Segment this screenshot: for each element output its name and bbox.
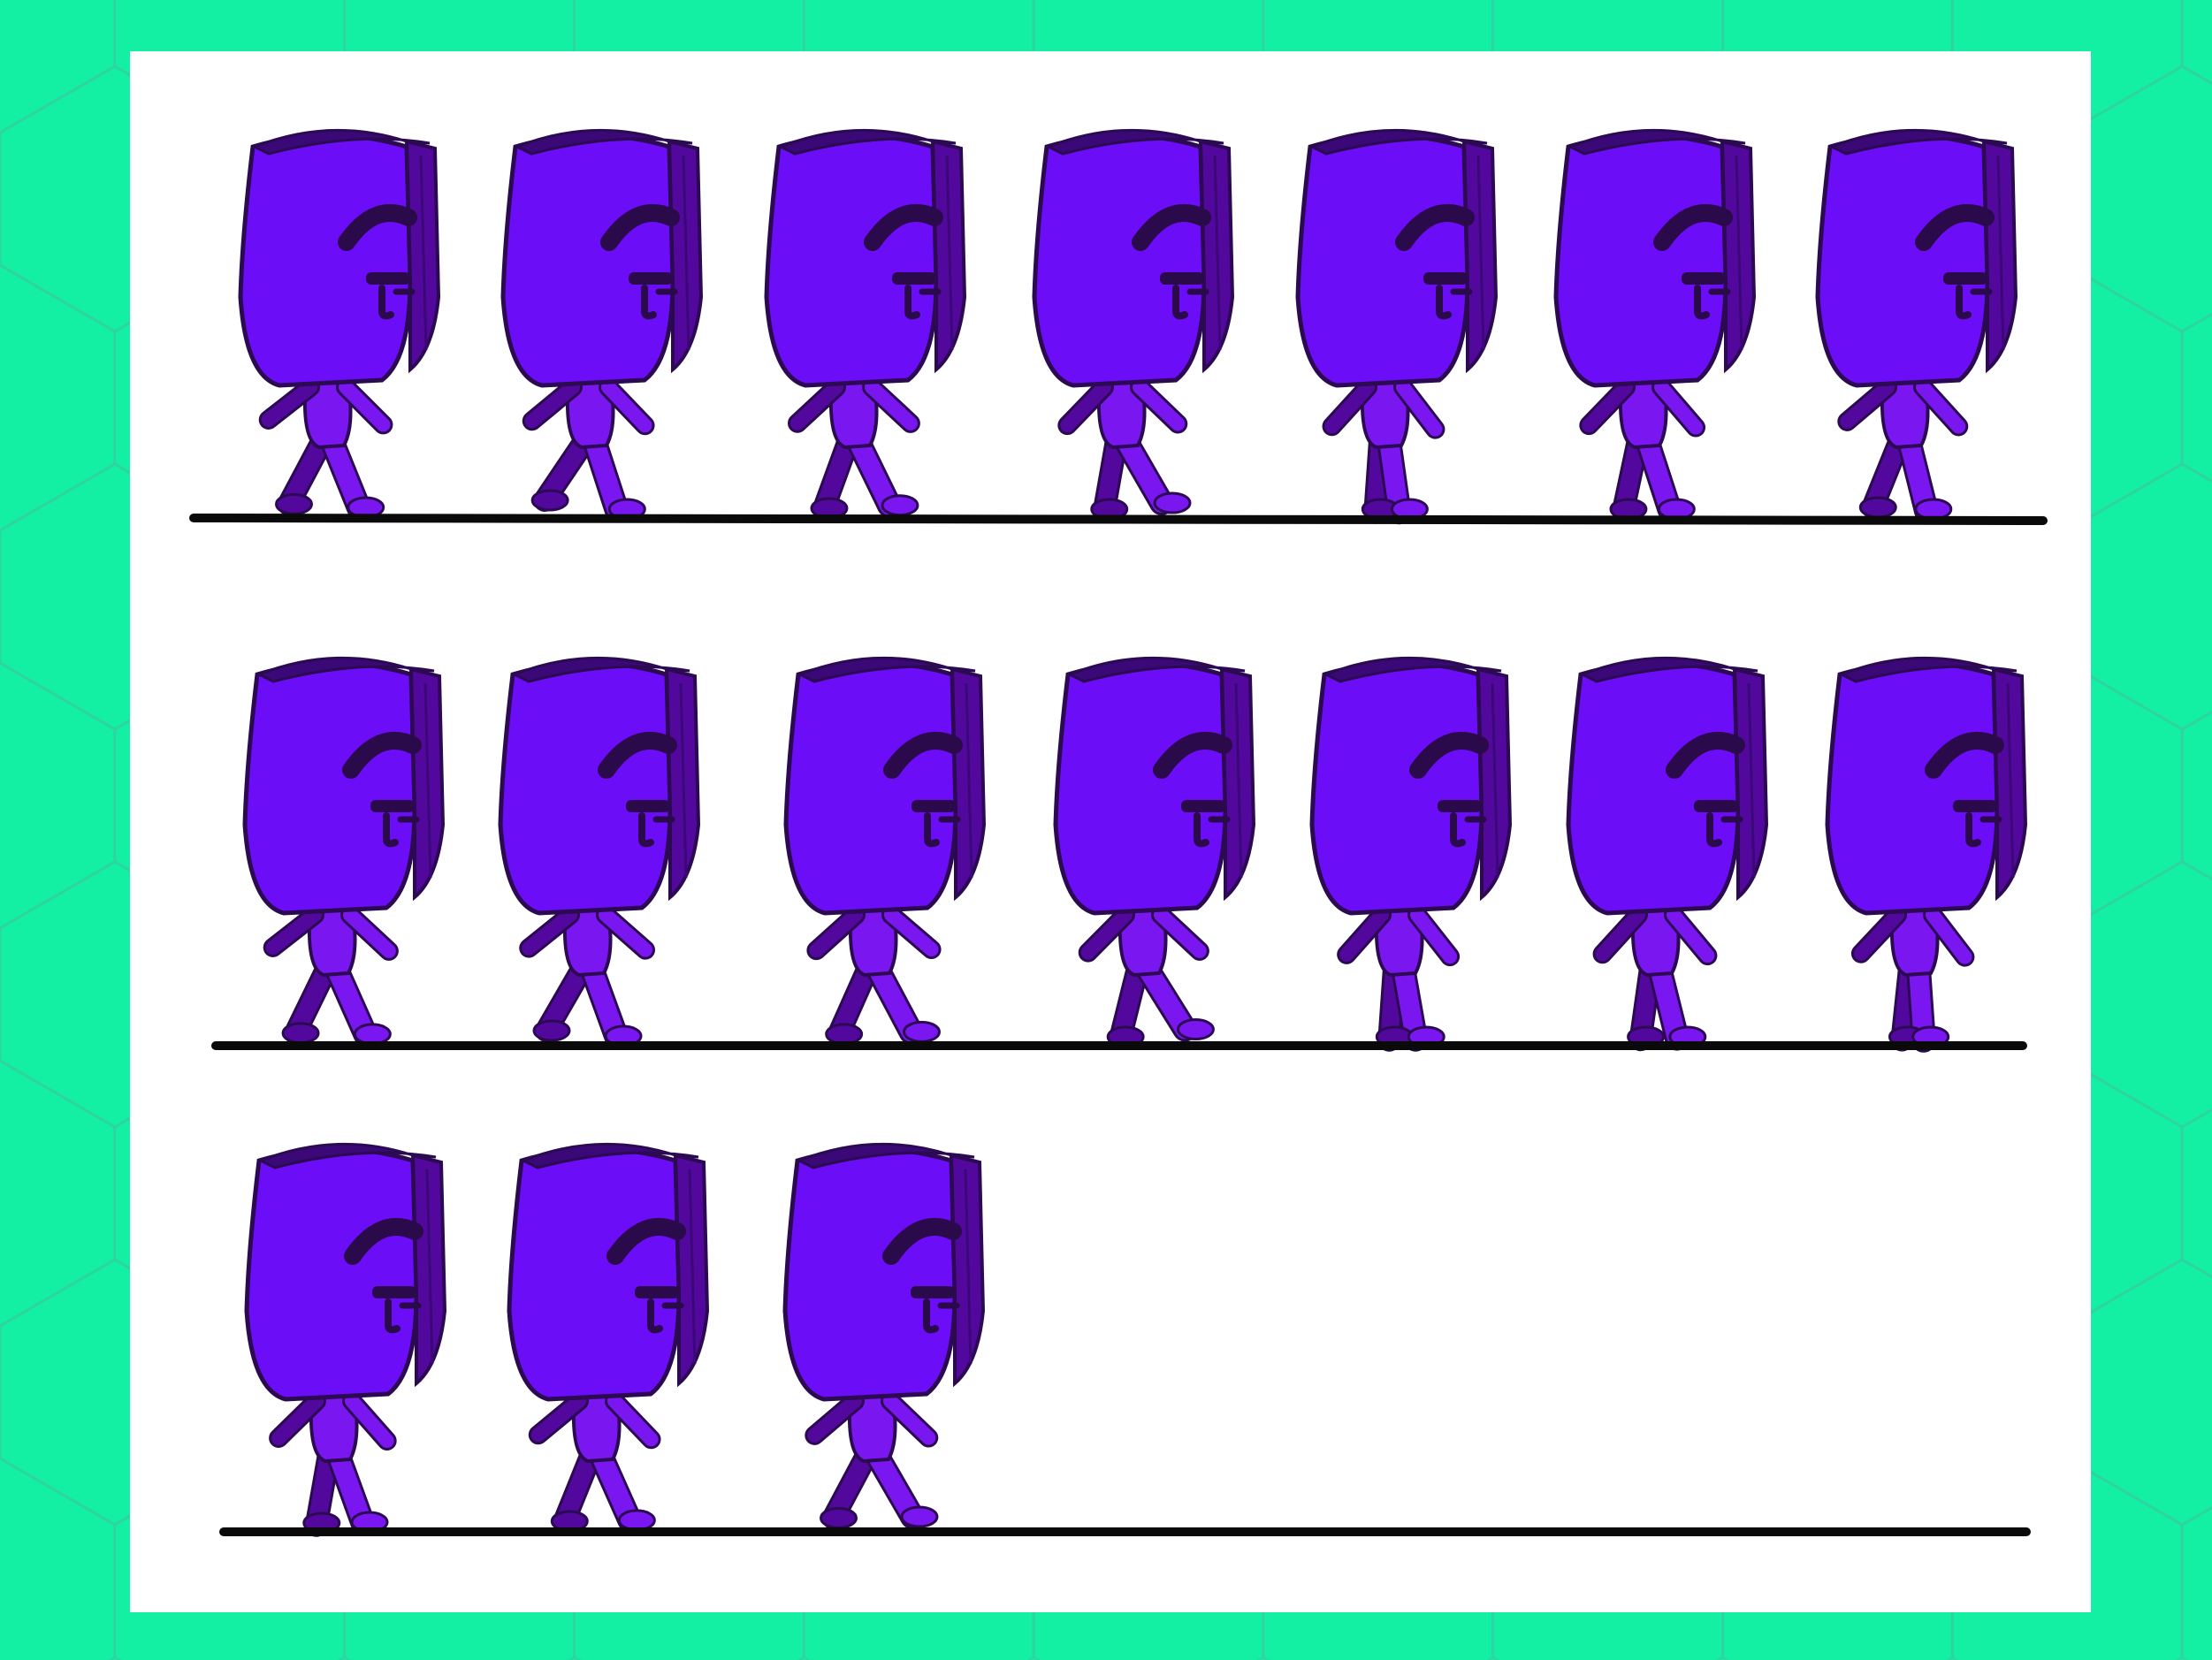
hex-cell bbox=[2180, 710, 2212, 881]
hex-cell bbox=[0, 1457, 117, 1660]
sprite-frame-r2-f6 bbox=[1566, 656, 1769, 1052]
sprite-frame-r2-f3 bbox=[783, 656, 987, 1046]
sprite-frame-r2-f2 bbox=[498, 656, 701, 1049]
hex-cell bbox=[2180, 0, 2212, 86]
sprite-frame-r1-f4 bbox=[1032, 128, 1235, 523]
sprite-frame-r1-f7 bbox=[1815, 128, 2018, 523]
sprite-frame-r3-f3 bbox=[782, 1142, 986, 1530]
sprite-frame-r1-f6 bbox=[1553, 128, 1757, 523]
sprite-frame-r1-f5 bbox=[1295, 128, 1499, 525]
sprite-frame-r1-f3 bbox=[764, 128, 967, 521]
hex-cell bbox=[0, 263, 117, 532]
sprite-frame-r2-f1 bbox=[242, 656, 446, 1047]
sprite-frame-r2-f4 bbox=[1053, 656, 1256, 1050]
hex-cell bbox=[0, 661, 117, 930]
hex-cell bbox=[2180, 1108, 2212, 1279]
sprite-frame-r1-f1 bbox=[238, 128, 441, 521]
sprite-sheet bbox=[130, 51, 2091, 1612]
sprite-frame-r1-f2 bbox=[500, 128, 704, 522]
sprite-frame-r2-f7 bbox=[1825, 656, 2028, 1053]
hex-cell bbox=[2180, 1505, 2212, 1660]
sprite-frame-r2-f5 bbox=[1309, 656, 1513, 1052]
hex-cell bbox=[0, 0, 117, 134]
sprite-frame-r3-f2 bbox=[507, 1142, 710, 1534]
hex-cell bbox=[0, 1059, 117, 1328]
ground-line-row-1 bbox=[189, 514, 2048, 525]
hex-cell bbox=[2180, 312, 2212, 484]
walk-cycle-frames bbox=[189, 128, 2048, 1537]
sprite-frame-r3-f1 bbox=[244, 1142, 447, 1537]
